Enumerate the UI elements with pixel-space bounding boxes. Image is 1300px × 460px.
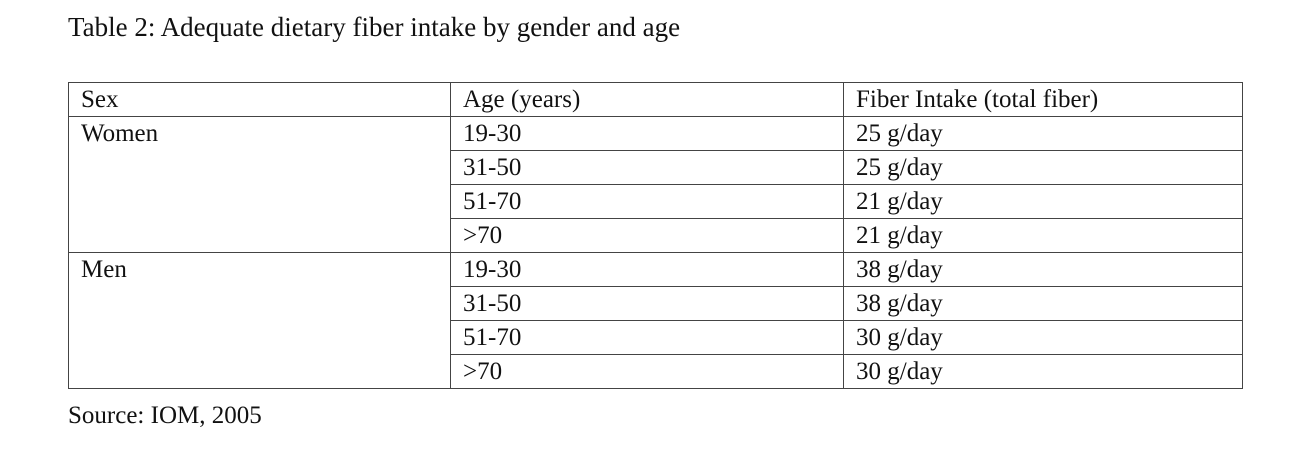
intake-cell: 38 g/day [843, 286, 1243, 321]
age-cell: 19-30 [450, 116, 844, 151]
age-cell: >70 [450, 354, 844, 389]
header-row: Sex Age (years) Fiber Intake (total fiber) [68, 82, 1243, 117]
intake-cell: 30 g/day [843, 354, 1243, 389]
intake-cell: 25 g/day [843, 150, 1243, 185]
sex-cell: Women [68, 116, 451, 253]
age-cell: >70 [450, 218, 844, 253]
age-cell: 31-50 [450, 286, 844, 321]
intake-cell: 30 g/day [843, 320, 1243, 355]
source-note: Source: IOM, 2005 [68, 402, 262, 429]
intake-cell: 21 g/day [843, 184, 1243, 219]
sex-cell: Men [68, 252, 451, 389]
age-cell: 19-30 [450, 252, 844, 287]
header-cell: Age (years) [450, 82, 844, 117]
header-cell: Sex [68, 82, 451, 117]
table-row: 51-70 30 g/day [69, 320, 1243, 355]
intake-cell: 21 g/day [843, 218, 1243, 253]
table-body: Sex Age (years) Fiber Intake (total fiber)… [68, 82, 1243, 389]
table-row: >70 30 g/day [69, 354, 1243, 389]
fiber-table: Sex Age (years) Fiber Intake (total fiber)… [68, 82, 1243, 389]
header-cell: Fiber Intake (total fiber) [843, 82, 1243, 117]
table-row: Men 19-30 38 g/day [68, 252, 1243, 389]
age-cell: 51-70 [450, 320, 844, 355]
table-row: 31-50 25 g/day [69, 150, 1243, 185]
age-cell: 31-50 [450, 150, 844, 185]
age-cell: 51-70 [450, 184, 844, 219]
table-row: Women 19-30 25 g/day [68, 116, 1243, 253]
table-title: Table 2: Adequate dietary fiber intake b… [68, 12, 681, 42]
intake-cell: 38 g/day [843, 252, 1243, 287]
intake-cell: 25 g/day [843, 116, 1243, 151]
